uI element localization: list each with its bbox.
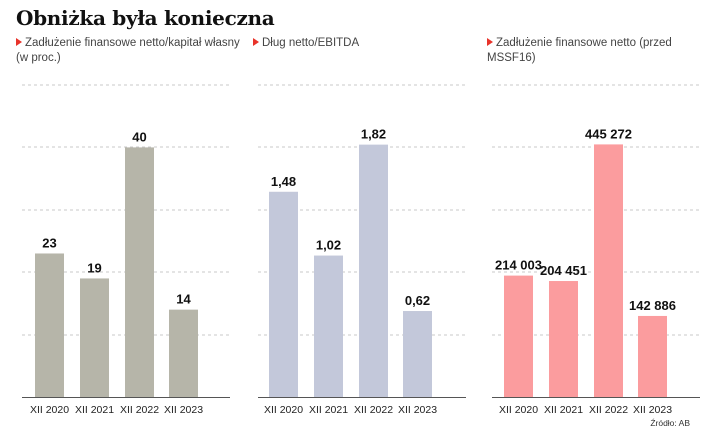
- red-triangle-icon: [487, 38, 493, 46]
- data-label: 1,02: [316, 238, 341, 253]
- x-tick-label: XII 2021: [75, 404, 114, 416]
- data-label: 1,82: [361, 127, 386, 142]
- red-triangle-icon: [16, 38, 22, 46]
- chart-3-title: Zadłużenie finansowe netto (przed MSSF16…: [487, 37, 672, 64]
- chart-1-subtitle: Zadłużenie finansowe netto/kapitał własn…: [16, 36, 240, 66]
- bar: [549, 281, 578, 397]
- data-label: 142 886: [629, 298, 676, 313]
- bar: [314, 255, 343, 397]
- x-tick-label: XII 2020: [264, 404, 303, 416]
- source-note: Źródło: AB: [650, 418, 690, 428]
- bar: [504, 275, 533, 397]
- bar: [359, 144, 388, 397]
- data-label: 0,62: [405, 293, 430, 308]
- x-tick-label: XII 2023: [164, 404, 203, 416]
- bar: [594, 144, 623, 397]
- data-label: 23: [42, 235, 56, 250]
- x-tick-label: XII 2023: [398, 404, 437, 416]
- chart-2-subtitle: Dług netto/EBITDA: [253, 36, 359, 51]
- bar: [169, 309, 198, 397]
- x-tick-label: XII 2022: [589, 404, 628, 416]
- data-label: 204 451: [540, 263, 587, 278]
- x-tick-label: XII 2020: [499, 404, 538, 416]
- data-label: 214 003: [495, 258, 542, 273]
- x-tick-label: XII 2021: [544, 404, 583, 416]
- data-label: 14: [176, 292, 191, 307]
- chart-3-subtitle: Zadłużenie finansowe netto (przed MSSF16…: [487, 36, 704, 66]
- bar: [35, 253, 64, 397]
- x-tick-label: XII 2021: [309, 404, 348, 416]
- chart-1-unit: (w proc.): [16, 52, 61, 64]
- x-tick-label: XII 2022: [120, 404, 159, 416]
- data-label: 445 272: [585, 126, 632, 141]
- x-tick-label: XII 2022: [354, 404, 393, 416]
- bar: [403, 311, 432, 397]
- data-label: 19: [87, 260, 101, 275]
- chart-2-title: Dług netto/EBITDA: [262, 37, 360, 49]
- bar: [80, 278, 109, 397]
- bar: [125, 147, 154, 397]
- bar: [638, 315, 667, 397]
- data-label: 40: [132, 129, 146, 144]
- x-tick-label: XII 2023: [633, 404, 672, 416]
- data-label: 1,48: [271, 174, 296, 189]
- chart-1-title: Zadłużenie finansowe netto/kapitał własn…: [25, 37, 240, 49]
- x-tick-label: XII 2020: [30, 404, 69, 416]
- bar: [269, 191, 298, 397]
- red-triangle-icon: [253, 38, 259, 46]
- chart-title: Obniżka była konieczna: [16, 6, 275, 30]
